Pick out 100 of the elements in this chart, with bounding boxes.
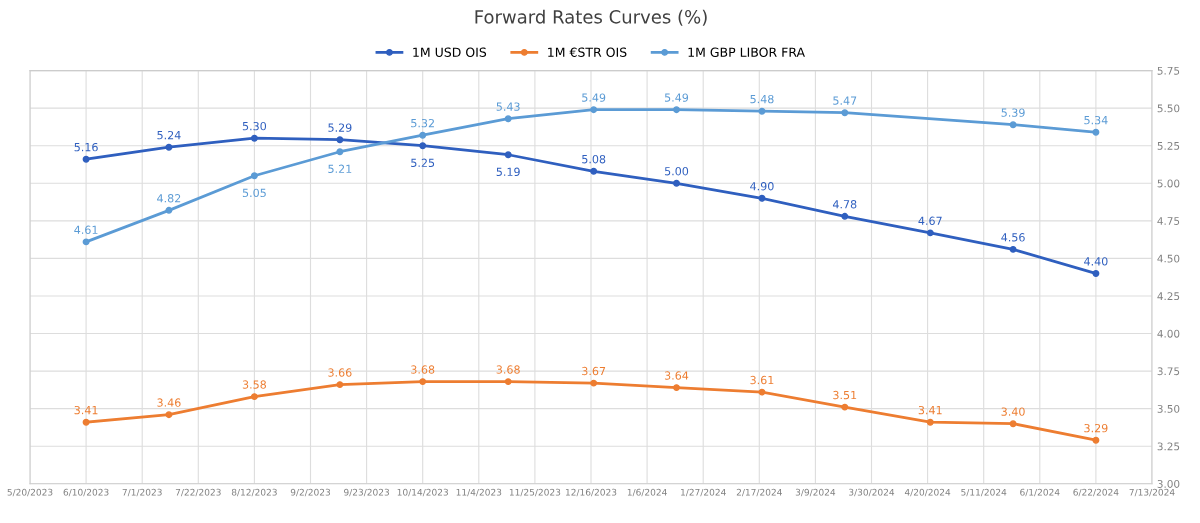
data-label: 3.29 bbox=[1084, 423, 1108, 433]
point bbox=[419, 131, 427, 139]
y-tick-label: 5.00 bbox=[1157, 179, 1180, 188]
point bbox=[419, 378, 427, 386]
data-label: 3.61 bbox=[750, 375, 774, 385]
point bbox=[419, 142, 427, 150]
y-tick-label: 3.50 bbox=[1157, 404, 1180, 413]
point bbox=[82, 155, 90, 163]
x-tick-label: 1/6/2024 bbox=[627, 488, 667, 497]
x-tick-label: 12/16/2023 bbox=[565, 488, 617, 497]
data-label: 5.21 bbox=[328, 164, 352, 174]
x-tick-label: 6/10/2023 bbox=[63, 488, 109, 497]
point bbox=[165, 411, 173, 419]
point bbox=[1009, 121, 1017, 129]
data-label: 3.41 bbox=[918, 405, 942, 415]
y-tick-label: 4.25 bbox=[1157, 292, 1180, 301]
x-tick-label: 3/9/2024 bbox=[795, 488, 836, 497]
point bbox=[673, 384, 680, 392]
point bbox=[841, 109, 849, 117]
y-tick-label: 5.50 bbox=[1157, 104, 1180, 113]
data-label: 5.49 bbox=[664, 93, 689, 102]
point bbox=[758, 107, 766, 115]
point bbox=[758, 194, 766, 202]
data-label: 5.47 bbox=[833, 96, 857, 105]
y-tick-label: 4.00 bbox=[1157, 329, 1180, 338]
data-label: 5.43 bbox=[496, 102, 520, 111]
data-label: 4.67 bbox=[918, 216, 942, 225]
data-label: 5.19 bbox=[496, 167, 520, 177]
data-label: 3.66 bbox=[328, 368, 352, 377]
data-label: 3.68 bbox=[496, 365, 520, 374]
y-tick-label: 4.50 bbox=[1157, 254, 1180, 263]
x-tick-label: 6/22/2024 bbox=[1073, 488, 1119, 497]
y-tick-label: 3.25 bbox=[1157, 442, 1180, 451]
data-label: 5.29 bbox=[328, 123, 352, 132]
data-label: 3.41 bbox=[74, 405, 98, 415]
point bbox=[82, 238, 90, 246]
x-tick-label: 10/14/2023 bbox=[397, 488, 448, 497]
data-label: 4.90 bbox=[750, 182, 774, 191]
data-label: 5.16 bbox=[74, 142, 98, 152]
point bbox=[504, 151, 512, 159]
point bbox=[504, 115, 512, 123]
point bbox=[841, 403, 849, 411]
data-label: 5.34 bbox=[1084, 115, 1108, 125]
point bbox=[336, 148, 344, 156]
data-label: 3.46 bbox=[157, 398, 181, 407]
point bbox=[1092, 269, 1100, 277]
x-tick-label: 9/23/2023 bbox=[344, 488, 390, 497]
x-tick-label: 7/13/2024 bbox=[1129, 488, 1175, 497]
data-label: 4.78 bbox=[832, 200, 857, 209]
data-label: 5.30 bbox=[242, 121, 267, 131]
point bbox=[673, 106, 680, 114]
data-label: 5.24 bbox=[157, 130, 181, 140]
point bbox=[1009, 245, 1017, 253]
y-tick-label: 5.75 bbox=[1157, 66, 1180, 75]
x-tick-label: 6/1/2024 bbox=[1020, 488, 1060, 497]
data-label: 5.05 bbox=[242, 188, 266, 198]
x-tick-label: 3/30/2024 bbox=[849, 488, 895, 497]
point bbox=[250, 393, 258, 401]
y-tick-label: 3.00 bbox=[1157, 480, 1180, 488]
x-tick-label: 11/4/2023 bbox=[456, 488, 502, 497]
point bbox=[250, 172, 258, 180]
data-label: 3.40 bbox=[1001, 407, 1025, 416]
x-tick-label: 5/20/2023 bbox=[7, 488, 53, 497]
x-tick-label: 7/22/2023 bbox=[175, 488, 221, 497]
data-label: 3.51 bbox=[833, 390, 857, 400]
legend-label: 1M USD OIS bbox=[413, 47, 487, 57]
point bbox=[590, 379, 598, 387]
data-label: 5.39 bbox=[1001, 108, 1025, 117]
legend-label: 1M GBP LIBOR FRA bbox=[688, 47, 805, 57]
data-label: 5.08 bbox=[582, 154, 606, 164]
data-label: 4.56 bbox=[1001, 233, 1025, 242]
x-tick-label: 4/20/2024 bbox=[904, 488, 951, 497]
point bbox=[504, 378, 512, 386]
y-tick-label: 5.25 bbox=[1157, 141, 1180, 150]
point bbox=[336, 381, 344, 389]
data-label: 3.58 bbox=[242, 380, 267, 389]
data-label: 4.40 bbox=[1084, 257, 1108, 266]
data-label: 5.00 bbox=[664, 167, 689, 176]
point bbox=[590, 106, 598, 114]
point bbox=[841, 212, 849, 220]
data-label: 5.49 bbox=[582, 93, 606, 102]
point bbox=[1009, 420, 1017, 428]
x-tick-label: 9/2/2023 bbox=[290, 488, 331, 497]
x-tick-label: 11/25/2023 bbox=[509, 488, 561, 497]
point bbox=[165, 143, 173, 151]
data-label: 5.25 bbox=[411, 158, 435, 168]
x-tick-label: 1/27/2024 bbox=[681, 488, 726, 497]
x-tick-label: 8/12/2023 bbox=[231, 488, 277, 497]
y-tick-label: 3.75 bbox=[1157, 367, 1180, 376]
point bbox=[758, 388, 766, 396]
data-label: 5.48 bbox=[750, 94, 774, 104]
chart-title: Forward Rates Curves (%) bbox=[475, 9, 707, 26]
point bbox=[336, 136, 344, 144]
data-label: 3.68 bbox=[411, 365, 435, 374]
legend-label: 1M €STR OIS bbox=[548, 47, 627, 57]
data-label: 3.64 bbox=[664, 371, 689, 380]
x-tick-label: 7/1/2023 bbox=[122, 488, 162, 497]
point bbox=[926, 229, 934, 237]
point bbox=[165, 206, 173, 214]
point bbox=[82, 418, 90, 426]
